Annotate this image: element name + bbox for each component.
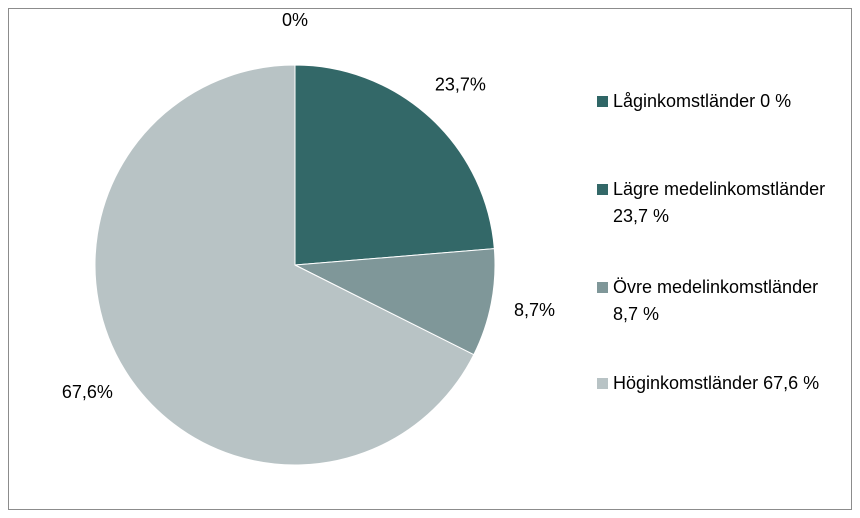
pie-slice <box>94 64 475 466</box>
pie-slice <box>294 64 495 266</box>
data-label: 0% <box>282 10 308 30</box>
legend-label: Låginkomstländer 0 % <box>613 91 792 111</box>
legend-swatch <box>597 282 608 293</box>
data-label: 8,7% <box>514 300 555 320</box>
legend-label: Lägre medelinkomstländer 23,7 % <box>613 179 826 226</box>
legend-swatch <box>597 96 608 107</box>
legend-item: Övre medelinkomstländer 8,7 % <box>597 274 827 328</box>
data-label: 23,7% <box>435 74 486 94</box>
pie-slice <box>293 248 496 356</box>
legend-item: Lägre medelinkomstländer 23,7 % <box>597 176 827 230</box>
data-label: 67,6% <box>62 382 113 402</box>
legend-label: Övre medelinkomstländer 8,7 % <box>613 277 819 324</box>
legend-swatch <box>597 184 608 195</box>
legend-item: Höginkomstländer 67,6 % <box>597 370 827 397</box>
legend-item: Låginkomstländer 0 % <box>597 88 827 115</box>
legend-swatch <box>597 378 608 389</box>
legend-label: Höginkomstländer 67,6 % <box>613 373 820 393</box>
